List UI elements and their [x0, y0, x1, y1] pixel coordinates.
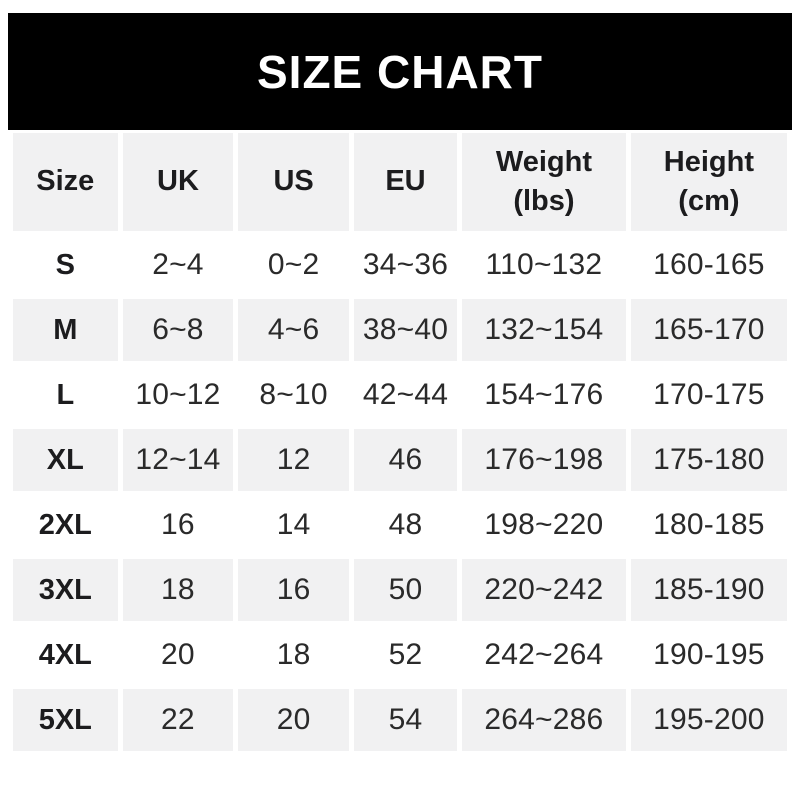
- us-value: 4~6: [238, 299, 349, 361]
- size-label: 3XL: [13, 559, 118, 621]
- height-value: 165-170: [630, 299, 787, 361]
- table-row-m: M 6~8 4~6 38~40 132~154 165-170: [13, 299, 787, 361]
- uk-value: 22: [122, 689, 234, 751]
- eu-value: 50: [353, 559, 458, 621]
- size-label: M: [13, 299, 118, 361]
- column-header-weight: Weight (lbs): [462, 133, 626, 231]
- uk-value: 2~4: [122, 234, 234, 296]
- eu-value: 34~36: [353, 234, 458, 296]
- header-row: Size UK US EU Weight (lbs) Height (cm): [13, 133, 787, 231]
- eu-value: 48: [353, 494, 458, 556]
- us-value: 12: [238, 429, 349, 491]
- size-chart-table: Size UK US EU Weight (lbs) Height (cm) S…: [8, 130, 792, 754]
- column-header-size: Size: [13, 133, 118, 231]
- table-row-xl: XL 12~14 12 46 176~198 175-180: [13, 429, 787, 491]
- height-value: 190-195: [630, 624, 787, 686]
- eu-value: 52: [353, 624, 458, 686]
- column-header-height: Height (cm): [630, 133, 787, 231]
- us-value: 8~10: [238, 364, 349, 426]
- table-row-s: S 2~4 0~2 34~36 110~132 160-165: [13, 234, 787, 296]
- size-label: 4XL: [13, 624, 118, 686]
- height-value: 160-165: [630, 234, 787, 296]
- eu-value: 46: [353, 429, 458, 491]
- height-value: 195-200: [630, 689, 787, 751]
- size-label: 2XL: [13, 494, 118, 556]
- column-header-uk: UK: [122, 133, 234, 231]
- weight-value: 176~198: [462, 429, 626, 491]
- column-header-eu: EU: [353, 133, 458, 231]
- us-value: 20: [238, 689, 349, 751]
- uk-value: 6~8: [122, 299, 234, 361]
- size-label: XL: [13, 429, 118, 491]
- table-row-3xl: 3XL 18 16 50 220~242 185-190: [13, 559, 787, 621]
- weight-value: 220~242: [462, 559, 626, 621]
- page-title: SIZE CHART: [257, 45, 543, 98]
- weight-value: 264~286: [462, 689, 626, 751]
- column-header-us: US: [238, 133, 349, 231]
- table-row-4xl: 4XL 20 18 52 242~264 190-195: [13, 624, 787, 686]
- eu-value: 42~44: [353, 364, 458, 426]
- weight-value: 132~154: [462, 299, 626, 361]
- size-label: 5XL: [13, 689, 118, 751]
- weight-value: 242~264: [462, 624, 626, 686]
- eu-value: 38~40: [353, 299, 458, 361]
- uk-value: 16: [122, 494, 234, 556]
- uk-value: 12~14: [122, 429, 234, 491]
- weight-value: 154~176: [462, 364, 626, 426]
- table-row-5xl: 5XL 22 20 54 264~286 195-200: [13, 689, 787, 751]
- us-value: 14: [238, 494, 349, 556]
- weight-value: 198~220: [462, 494, 626, 556]
- height-value: 175-180: [630, 429, 787, 491]
- eu-value: 54: [353, 689, 458, 751]
- size-label: S: [13, 234, 118, 296]
- height-value: 180-185: [630, 494, 787, 556]
- us-value: 0~2: [238, 234, 349, 296]
- weight-value: 110~132: [462, 234, 626, 296]
- table-row-2xl: 2XL 16 14 48 198~220 180-185: [13, 494, 787, 556]
- size-label: L: [13, 364, 118, 426]
- height-value: 185-190: [630, 559, 787, 621]
- us-value: 18: [238, 624, 349, 686]
- us-value: 16: [238, 559, 349, 621]
- table-row-l: L 10~12 8~10 42~44 154~176 170-175: [13, 364, 787, 426]
- height-value: 170-175: [630, 364, 787, 426]
- uk-value: 18: [122, 559, 234, 621]
- uk-value: 20: [122, 624, 234, 686]
- title-banner: SIZE CHART: [8, 13, 792, 130]
- uk-value: 10~12: [122, 364, 234, 426]
